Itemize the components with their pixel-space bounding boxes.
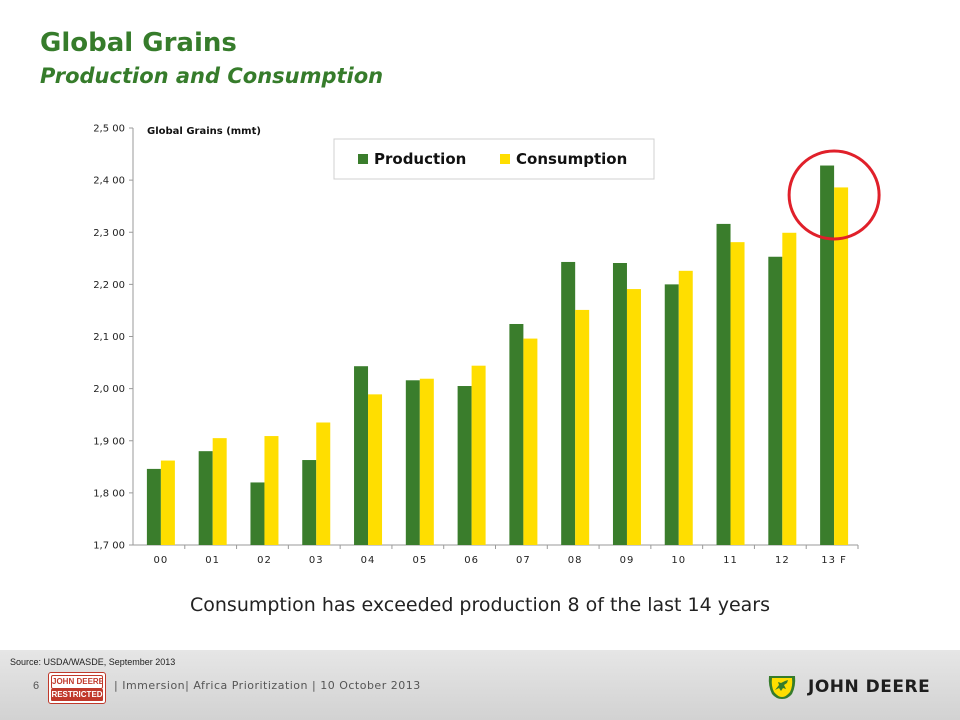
x-tick-label: 00	[154, 555, 169, 566]
bar-consumption-11	[730, 242, 745, 545]
grains-bar-chart: 1,7 00 1,8 00 1,9 00 2,0 00 2,1 00 2,2 00 2,3 …	[93, 124, 881, 566]
x-tick-label: 13 F	[821, 555, 847, 566]
legend-swatch-consumption	[500, 154, 510, 164]
bar-production-10	[664, 284, 679, 545]
x-tick-label: 08	[568, 555, 583, 566]
y-tick-label: 2,0 00	[93, 384, 125, 395]
bar-consumption-12	[782, 232, 797, 546]
legend-swatch-production	[358, 154, 368, 164]
legend-label-production: Production	[374, 150, 466, 168]
bar-production-01	[198, 451, 213, 545]
y-tick-label: 1,7 00	[93, 541, 125, 552]
bar-production-00	[146, 468, 161, 545]
y-tick-label: 2,4 00	[93, 176, 125, 187]
source-note: Source: USDA/WASDE, September 2013	[10, 657, 176, 667]
y-tick-label: 1,9 00	[93, 436, 125, 447]
x-tick-label: 02	[257, 555, 272, 566]
x-tick-label: 10	[671, 555, 686, 566]
x-tick-label: 09	[620, 555, 635, 566]
bar-production-06	[457, 386, 472, 545]
bar-production-02	[250, 482, 265, 545]
page-number: 6	[33, 680, 40, 692]
slide-subtitle: Production and Consumption	[40, 64, 384, 88]
x-tick-label: 04	[361, 555, 376, 566]
x-tick-label: 05	[412, 555, 427, 566]
bar-production-08	[561, 261, 576, 545]
y-tick-label: 2,3 00	[93, 228, 125, 239]
bar-consumption-10	[678, 270, 693, 545]
x-tick-label: 11	[723, 555, 738, 566]
bar-consumption-05	[419, 378, 434, 545]
bar-consumption-00	[160, 460, 175, 545]
forecast-highlight-circle	[787, 149, 881, 241]
y-tick-label: 2,1 00	[93, 332, 125, 343]
x-tick-label: 06	[464, 555, 479, 566]
restricted-badge-label: RESTRICTED	[51, 689, 103, 701]
bar-consumption-13f	[834, 187, 849, 546]
x-tick-label: 07	[516, 555, 531, 566]
chart-caption: Consumption has exceeded production 8 of…	[189, 594, 771, 616]
bar-production-13f	[820, 165, 835, 545]
slide-title: Global Grains	[40, 28, 237, 58]
bar-production-11	[716, 223, 731, 545]
restricted-badge: JOHN DEERE RESTRICTED	[48, 672, 106, 704]
john-deere-deer-logo-icon	[768, 676, 796, 699]
bar-consumption-07	[523, 338, 538, 545]
y-tick-label: 2,5 00	[93, 124, 125, 135]
bar-consumption-09	[626, 289, 641, 545]
restricted-badge-brand: JOHN DEERE	[51, 675, 103, 689]
bar-production-07	[509, 323, 524, 545]
bar-consumption-06	[471, 365, 486, 545]
legend-label-consumption: Consumption	[516, 150, 627, 168]
john-deere-wordmark: JOHN DEERE	[808, 677, 931, 697]
bar-production-04	[354, 366, 369, 545]
x-tick-label: 03	[309, 555, 324, 566]
chart-title: Global Grains (mmt)	[147, 126, 261, 137]
y-tick-label: 2,2 00	[93, 280, 125, 291]
bar-production-05	[405, 380, 420, 545]
bar-production-09	[612, 263, 627, 545]
bar-consumption-01	[212, 438, 227, 545]
legend-box	[333, 138, 655, 180]
bar-consumption-04	[368, 394, 383, 545]
footer-tagline: | Immersion| Africa Prioritization | 10 …	[114, 679, 421, 692]
bar-consumption-02	[264, 436, 279, 545]
bar-consumption-03	[316, 422, 331, 545]
y-tick-label: 1,8 00	[93, 488, 125, 499]
x-tick-label: 01	[205, 555, 220, 566]
x-tick-label: 12	[775, 555, 790, 566]
bar-consumption-08	[575, 309, 590, 545]
bar-production-03	[302, 460, 317, 545]
bar-production-12	[768, 256, 783, 545]
footer-band	[0, 650, 960, 720]
